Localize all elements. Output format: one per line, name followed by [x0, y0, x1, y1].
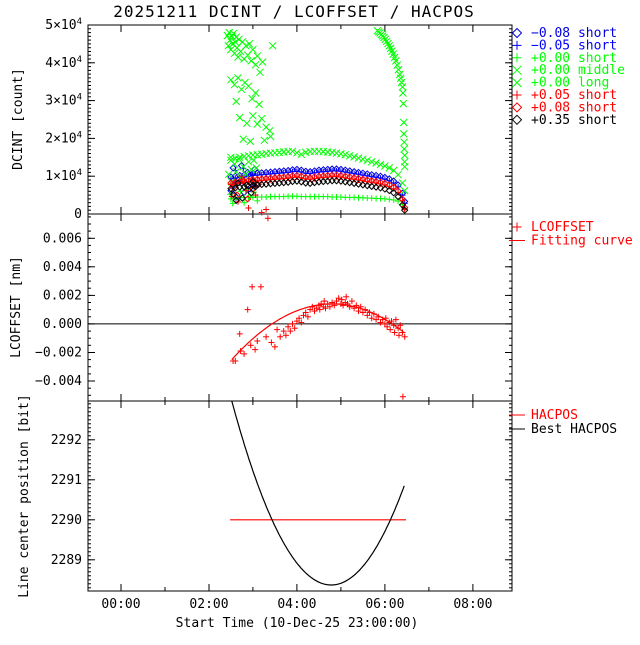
- legend-item: Fitting curve: [509, 234, 633, 249]
- legend-label: −0.05 short: [531, 38, 617, 53]
- series-+0.00-long: [223, 26, 409, 171]
- legend-item: +0.00 short: [512, 51, 617, 66]
- y-tick-label: 2291: [51, 473, 82, 488]
- best-hacpos-curve: [231, 400, 405, 586]
- legend-label: +0.00 short: [531, 51, 617, 66]
- y-tick-label: 5×104: [45, 17, 82, 33]
- panel-axes-dcint: 0 1×104 2×104 3×104 4×104 5×104: [45, 17, 513, 222]
- legend-item: +0.00 long: [512, 76, 609, 91]
- y-tick-label: 2289: [51, 553, 82, 568]
- legend-label: Best HACPOS: [531, 422, 617, 437]
- legend-item: +0.35 short: [511, 113, 617, 128]
- y-tick-label: 2292: [51, 433, 82, 448]
- series-LCOFFSET: [230, 215, 408, 400]
- legend-label: +0.08 short: [531, 100, 617, 115]
- legend-item: Best HACPOS: [509, 422, 617, 437]
- legend-label: +0.35 short: [531, 113, 617, 128]
- legend-label: +0.00 middle: [531, 63, 625, 78]
- x-tick-label: 04:00: [277, 597, 316, 612]
- x-tick-label: 08:00: [453, 597, 492, 612]
- y-axis-label-hacpos: Line center position [bit]: [17, 394, 32, 598]
- y-tick-label: −0.002: [35, 346, 82, 361]
- chart-title: 20251211 DCINT / LCOFFSET / HACPOS: [113, 2, 475, 21]
- legend-item: +0.08 short: [511, 100, 617, 115]
- legend-item: −0.08 short: [511, 26, 617, 41]
- x-axis-label: Start Time (10-Dec-25 23:00:00): [176, 616, 419, 631]
- y-axis-label-dcint: DCINT [count]: [11, 68, 26, 170]
- y-tick-label: −0.004: [35, 374, 82, 389]
- y-tick-label: 0.006: [43, 231, 82, 246]
- legend-label: LCOFFSET: [531, 220, 594, 235]
- x-tick-label: 00:00: [101, 597, 140, 612]
- fitting-curve: [231, 303, 404, 361]
- y-tick-label: 0.002: [43, 288, 82, 303]
- legend-item: −0.05 short: [512, 38, 617, 53]
- legend-label: −0.08 short: [531, 26, 617, 41]
- y-tick-label: 1×104: [45, 168, 82, 184]
- x-tick-label: 06:00: [365, 597, 404, 612]
- legend-item: +0.00 middle: [512, 63, 625, 78]
- series-+0.00-middle: [224, 147, 409, 195]
- series-+0.35-short: [227, 177, 409, 214]
- legend-item: LCOFFSET: [512, 220, 594, 235]
- y-tick-label: 0.004: [43, 260, 82, 275]
- legend-layer: −0.08 short−0.05 short+0.00 short+0.00 m…: [509, 26, 633, 437]
- y-tick-label: 2290: [51, 513, 82, 528]
- panel-axes-lcoffset: −0.004 −0.002 0.000 0.002 0.004 0.006: [35, 213, 513, 402]
- legend-item: HACPOS: [509, 408, 578, 423]
- y-tick-label: 0: [74, 207, 82, 222]
- legend-label: HACPOS: [531, 408, 578, 423]
- legend-label: Fitting curve: [531, 234, 633, 249]
- data-layer: [88, 26, 512, 586]
- y-tick-label: 2×104: [45, 130, 82, 146]
- legend-label: +0.00 long: [531, 76, 609, 91]
- y-tick-label: 3×104: [45, 93, 82, 109]
- panel-axes-hacpos: 2289 2290 2291 2292: [51, 400, 513, 592]
- x-tick-label: 02:00: [189, 597, 228, 612]
- legend-item: +0.05 short: [512, 88, 617, 103]
- y-tick-label: 4×104: [45, 55, 82, 71]
- y-axis-label-lcoffset: LCOFFSET [nm]: [9, 256, 24, 358]
- legend-label: +0.05 short: [531, 88, 617, 103]
- axes-layer: 0 1×104 2×104 3×104 4×104 5×104 −0.004 −0.002 0.…: [35, 17, 513, 612]
- y-tick-label: 0.000: [43, 317, 82, 332]
